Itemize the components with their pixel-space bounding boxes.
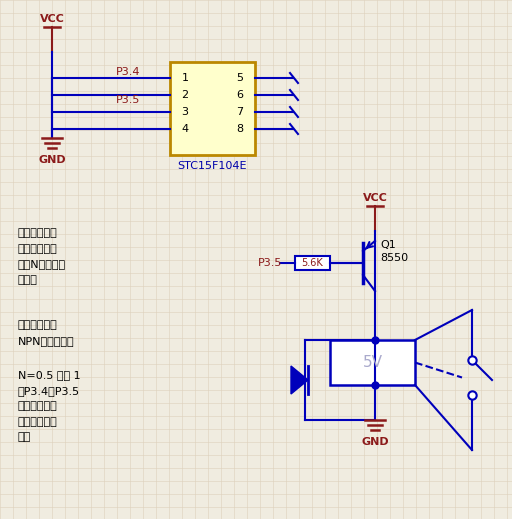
Text: N=0.5 或者 1
由P3.4或P3.5
之一事先接地
（或正极）而
定。: N=0.5 或者 1 由P3.4或P3.5 之一事先接地 （或正极）而 定。	[18, 370, 80, 442]
Text: P3.5: P3.5	[116, 95, 140, 105]
Bar	[330, 340, 415, 385]
Text: 1: 1	[181, 73, 188, 83]
Text: STC15F104E: STC15F104E	[178, 161, 247, 171]
Text: 4: 4	[181, 124, 188, 134]
Text: 8: 8	[237, 124, 244, 134]
Text: VCC: VCC	[362, 193, 388, 203]
Text: （设计成驱动
NPN管更好）。: （设计成驱动 NPN管更好）。	[18, 320, 75, 346]
Text: GND: GND	[361, 437, 389, 447]
Text: 6: 6	[237, 90, 244, 100]
Text: P3.4: P3.4	[116, 67, 140, 77]
Bar	[295, 256, 330, 270]
Text: 5.6K: 5.6K	[302, 258, 324, 268]
Text: P3.5: P3.5	[258, 258, 282, 268]
Text: GND: GND	[38, 155, 66, 165]
Text: 上电就开始计
时，继电器吸
合，N秒后继电
器断开: 上电就开始计 时，继电器吸 合，N秒后继电 器断开	[18, 228, 66, 285]
Bar	[170, 62, 255, 155]
Text: 3: 3	[181, 107, 188, 117]
Text: 7: 7	[237, 107, 244, 117]
Text: 5: 5	[237, 73, 244, 83]
Text: 2: 2	[181, 90, 188, 100]
Text: 5V: 5V	[362, 355, 382, 370]
Text: Q1: Q1	[380, 240, 396, 250]
Polygon shape	[291, 366, 308, 394]
Text: VCC: VCC	[39, 14, 65, 24]
Text: 8550: 8550	[380, 253, 408, 263]
